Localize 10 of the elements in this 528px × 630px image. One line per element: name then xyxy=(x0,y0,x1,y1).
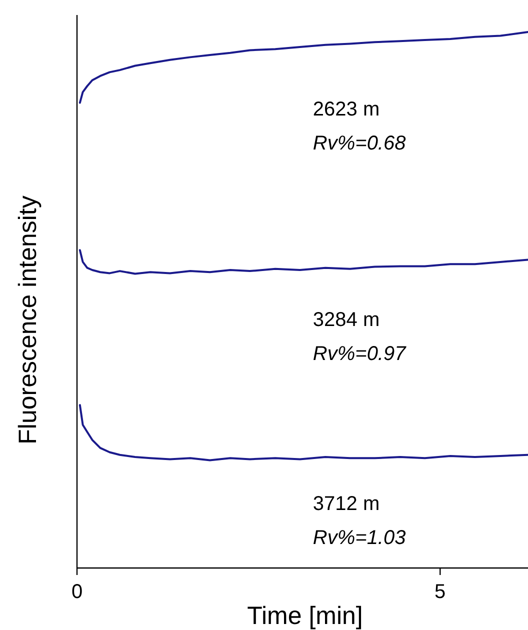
series-label: 3712 m xyxy=(312,492,380,515)
annotation: Rv%=0.68 xyxy=(312,132,406,154)
x-tick-label: 5 xyxy=(434,581,446,603)
x-tick-label: 0 xyxy=(71,581,83,603)
annotation: Rv%=1.03 xyxy=(312,526,406,549)
series-label: 3284 m xyxy=(312,308,380,331)
y-axis-title: Fluorescence intensity xyxy=(14,195,42,444)
annotation: Rv%=0.97 xyxy=(312,342,407,365)
text: 2623 m xyxy=(312,98,380,120)
x-axis-title: Time [min] xyxy=(247,602,363,630)
